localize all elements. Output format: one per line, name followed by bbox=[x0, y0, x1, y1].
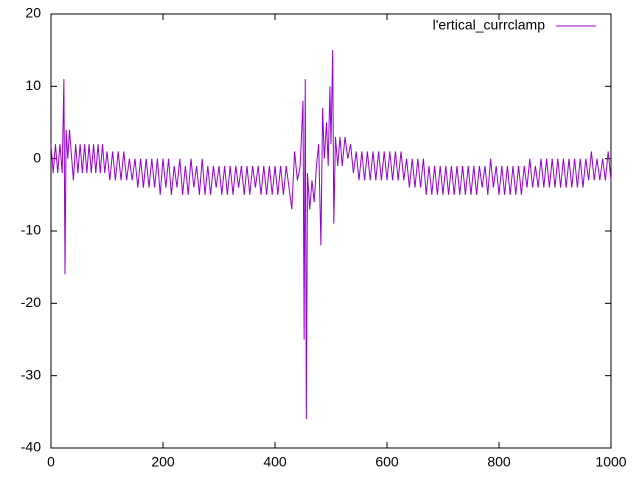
y-tick-label: 20 bbox=[25, 5, 41, 21]
x-tick-label: 400 bbox=[263, 454, 287, 470]
x-tick-label: 800 bbox=[487, 454, 511, 470]
data-line bbox=[50, 50, 612, 420]
y-tick-label: 0 bbox=[33, 149, 41, 165]
plot-border bbox=[50, 13, 612, 449]
y-tick-label: -40 bbox=[21, 439, 41, 455]
x-tick-label: 600 bbox=[375, 454, 399, 470]
y-tick-label: 10 bbox=[25, 77, 41, 93]
y-tick-label: -20 bbox=[21, 294, 41, 310]
legend-label: l'ertical_currclamp bbox=[433, 17, 546, 33]
x-tick-label: 0 bbox=[47, 454, 55, 470]
x-tick-label: 1000 bbox=[595, 454, 626, 470]
y-tick-label: -30 bbox=[21, 366, 41, 382]
x-tick-label: 200 bbox=[151, 454, 175, 470]
y-tick-label: -10 bbox=[21, 222, 41, 238]
